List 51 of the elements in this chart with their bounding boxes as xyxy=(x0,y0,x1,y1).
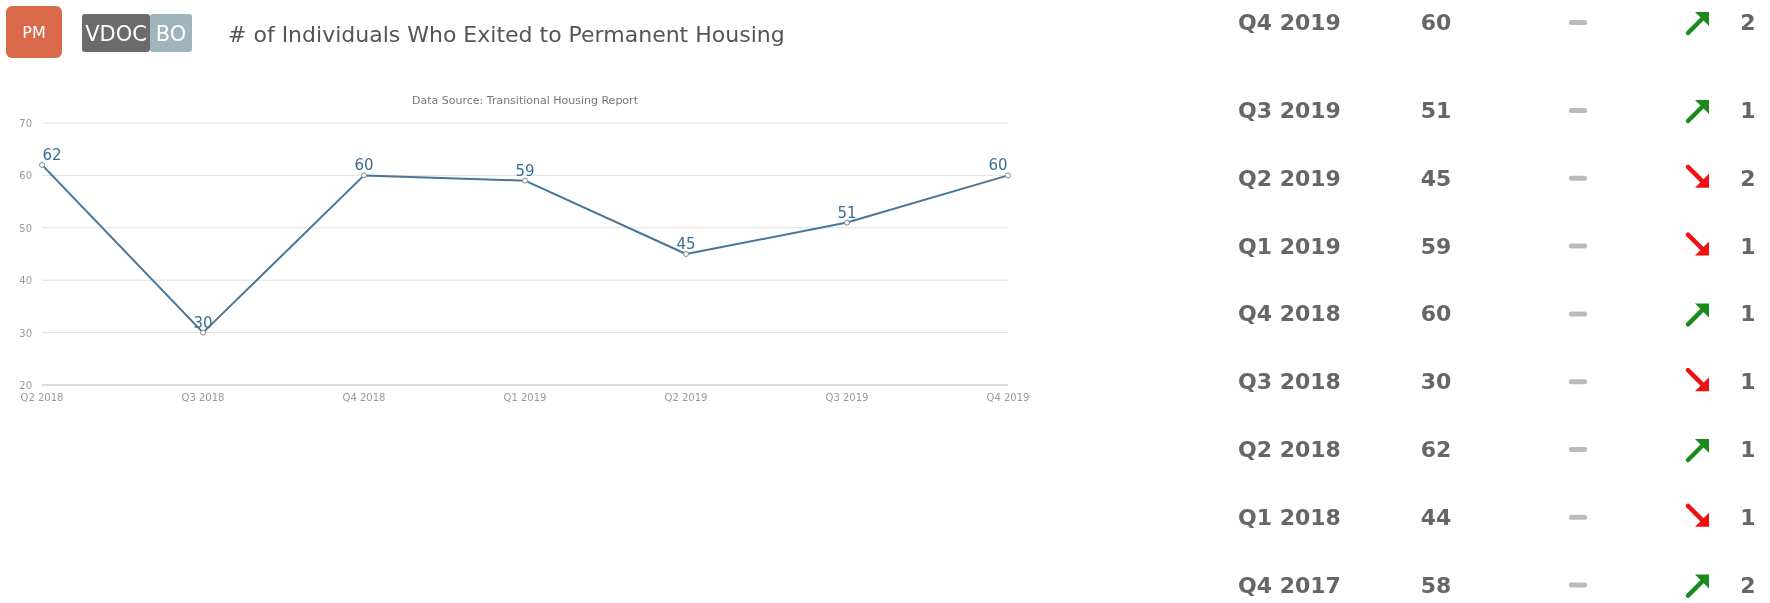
data-label: 44 xyxy=(1420,504,1452,530)
category-label: Q4 2017 xyxy=(1238,572,1341,598)
y-tick-label: 70 xyxy=(19,118,32,129)
data-label: 30 xyxy=(193,313,213,332)
x-tick-label: Q3 2018 xyxy=(181,392,225,403)
category-label: Q2 2019 xyxy=(1238,165,1341,191)
y-tick-label: 30 xyxy=(19,327,32,339)
category-label: Q2 2018 xyxy=(1238,437,1341,462)
y-tick-label: 40 xyxy=(19,275,32,287)
data-label: 51 xyxy=(837,203,857,222)
data-label: 60 xyxy=(1420,301,1452,327)
x-tick-label: Q4 2019 xyxy=(986,392,1030,403)
data-label: 60 xyxy=(988,156,1008,175)
data-label: 62 xyxy=(1420,437,1452,462)
x-tick-label: Q2 2019 xyxy=(664,392,708,403)
x-tick-label: Q1 2019 xyxy=(503,392,547,403)
y-tick-label: 20 xyxy=(19,380,32,391)
label-badge: PM xyxy=(6,6,62,58)
data-label: 2 xyxy=(1740,165,1756,191)
data-label: 30 xyxy=(1420,369,1452,395)
data-label: 62 xyxy=(42,145,62,164)
data-label: 45 xyxy=(676,235,696,253)
label-badge: VDOC xyxy=(82,14,150,52)
data-label: 58 xyxy=(1420,572,1452,598)
y-tick-label: 60 xyxy=(19,170,32,182)
label-badge: BO xyxy=(150,14,192,52)
data-label: 1 xyxy=(1740,301,1756,327)
data-label: 59 xyxy=(515,161,535,180)
category-label: Q4 2019 xyxy=(1238,10,1341,35)
data-label: 45 xyxy=(1420,165,1452,191)
data-label: 1 xyxy=(1740,437,1756,462)
x-tick-label: Q2 2018 xyxy=(20,392,64,403)
y-tick-label: 50 xyxy=(19,222,32,234)
category-label: Q1 2019 xyxy=(1238,233,1341,259)
category-label: Q1 2018 xyxy=(1238,504,1341,530)
data-label: 2 xyxy=(1740,10,1756,35)
data-label: 59 xyxy=(1420,233,1452,259)
data-label: 1 xyxy=(1740,369,1756,395)
data-label: 60 xyxy=(354,156,374,175)
category-label: Q3 2019 xyxy=(1238,98,1341,123)
data-label: 1 xyxy=(1740,233,1756,259)
data-label: 2 xyxy=(1740,572,1756,598)
chart-subtitle: Data Source: Transitional Housing Report xyxy=(412,94,639,107)
x-tick-label: Q3 2019 xyxy=(825,392,869,403)
data-label: 60 xyxy=(1420,10,1452,35)
category-label: Q4 2018 xyxy=(1238,301,1341,327)
data-label: 1 xyxy=(1740,98,1756,123)
chart-title: # of Individuals Who Exited to Permanent Housing xyxy=(228,22,785,47)
data-label: 51 xyxy=(1420,98,1452,123)
data-label: 1 xyxy=(1740,504,1756,530)
x-tick-label: Q4 2018 xyxy=(342,392,386,403)
